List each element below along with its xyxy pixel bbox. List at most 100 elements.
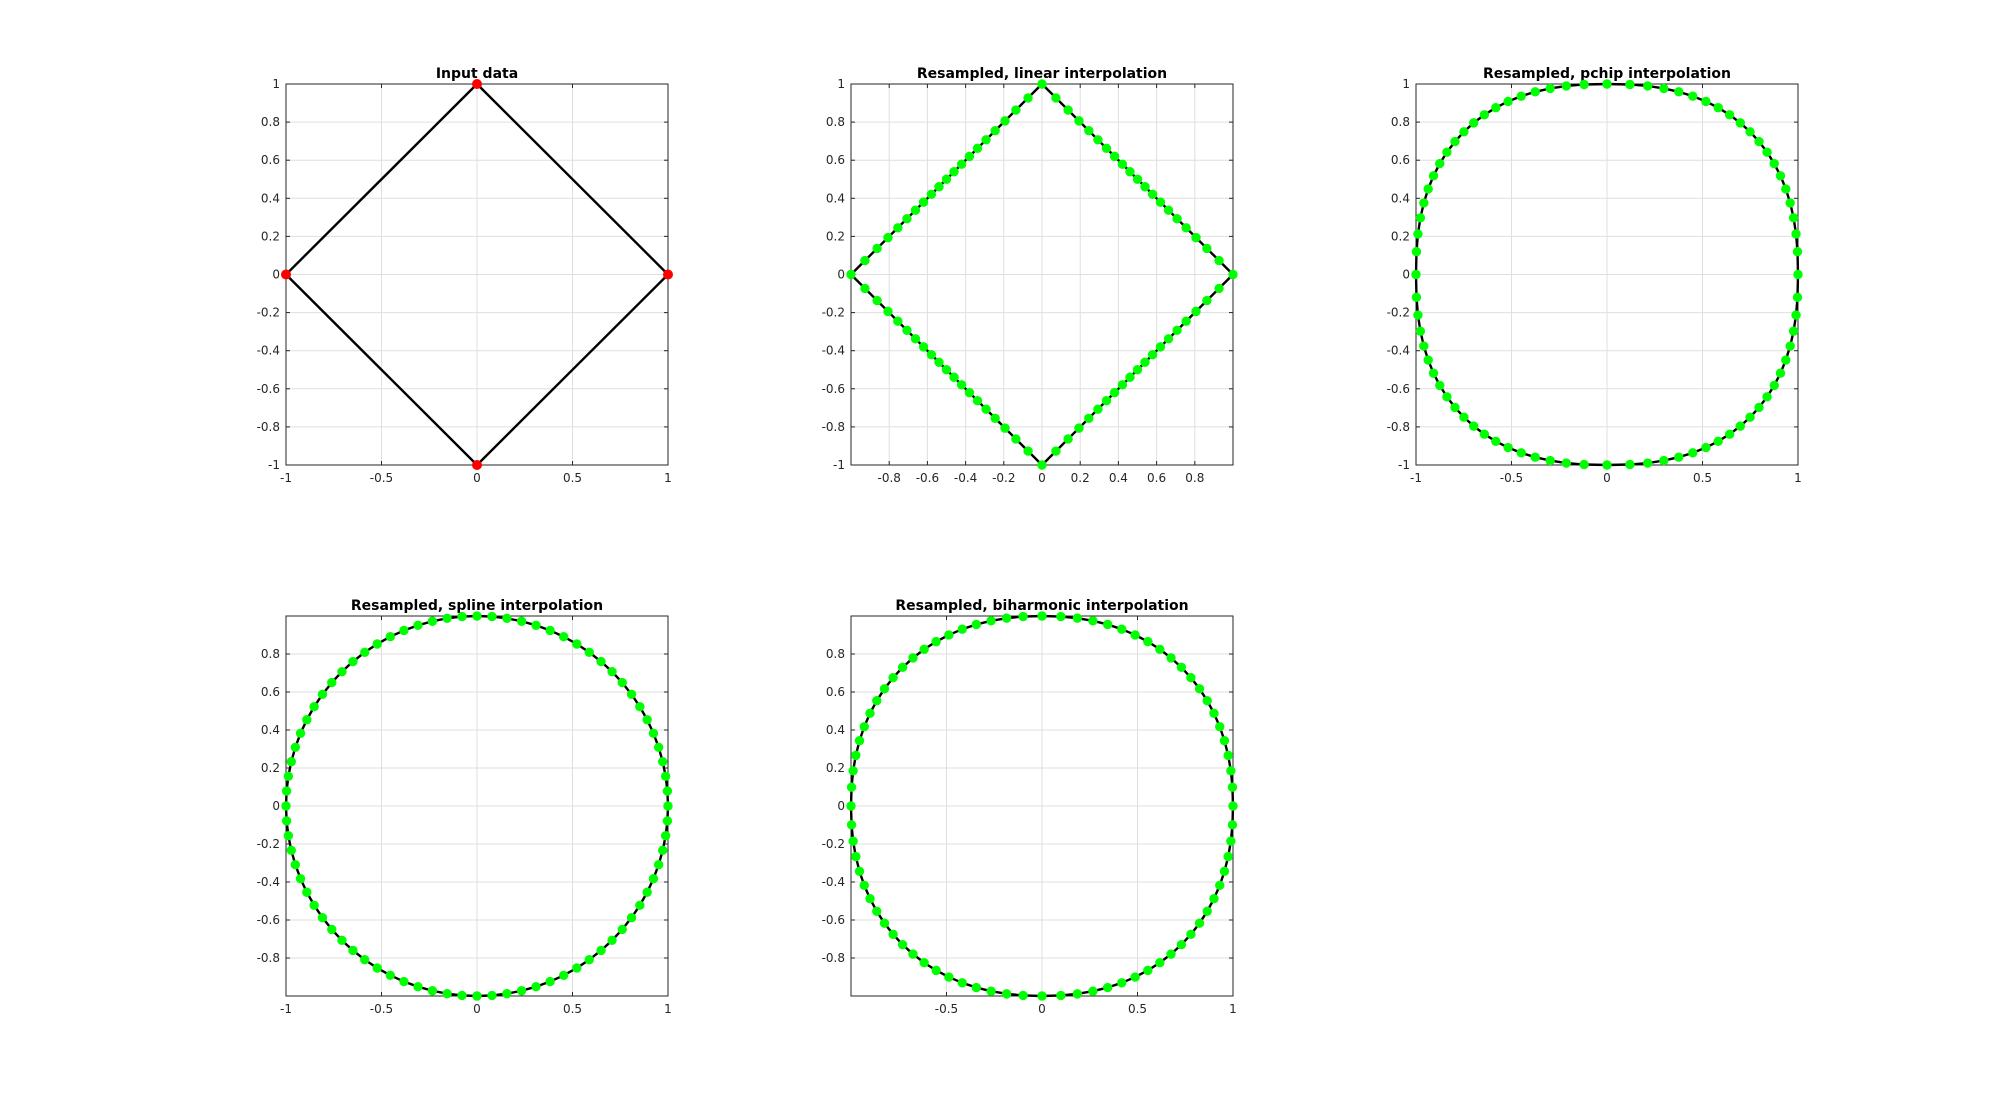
data-point: [1450, 136, 1460, 147]
data-point: [1735, 118, 1745, 128]
data-point: [883, 232, 893, 243]
data-point: [1172, 325, 1182, 335]
data-point: [1442, 392, 1452, 402]
data-point: [413, 620, 423, 630]
data-point: [1503, 442, 1513, 453]
data-point: [1228, 269, 1238, 280]
data-point: [1419, 341, 1429, 351]
y-tick-label: -0.8: [1387, 420, 1410, 434]
x-tick-label: -0.6: [916, 471, 939, 485]
data-point: [1688, 448, 1698, 458]
data-point: [1172, 214, 1182, 224]
data-point: [1769, 380, 1779, 391]
data-point: [1491, 436, 1501, 447]
data-point: [1051, 93, 1061, 103]
data-point: [642, 887, 652, 897]
data-point: [859, 880, 869, 891]
data-point: [1435, 158, 1445, 169]
data-point: [1155, 958, 1165, 968]
x-tick-label: 1: [1229, 1002, 1237, 1016]
data-point: [1745, 412, 1755, 422]
data-point: [1186, 672, 1196, 683]
data-point: [442, 613, 452, 624]
data-point: [584, 955, 594, 965]
y-tick-label: 0.2: [1391, 229, 1410, 243]
data-point: [658, 845, 668, 856]
data-point: [1143, 636, 1153, 647]
data-point: [1186, 929, 1196, 940]
data-point: [897, 662, 908, 673]
data-point: [918, 342, 929, 352]
data-point: [290, 742, 301, 752]
data-point: [648, 874, 659, 884]
data-point: [302, 887, 312, 897]
subplot-2: -0.8 -0.6 -0.4 -0.2 0 0.2 0.4 0.6 0.8 1 0.8 0.6 0.4 0…: [822, 66, 1238, 485]
data-point: [295, 874, 306, 884]
data-point: [1643, 458, 1653, 468]
data-point: [559, 970, 569, 980]
data-point: [457, 611, 467, 622]
data-point: [1545, 455, 1555, 466]
y-tick-label: 0.6: [261, 153, 280, 167]
data-point: [1724, 110, 1735, 120]
data-point: [1674, 87, 1684, 97]
data-point: [981, 135, 991, 145]
y-tick-label: 0.8: [1391, 115, 1410, 129]
data-point: [1659, 455, 1669, 466]
y-tick-label: 0.8: [826, 647, 845, 661]
data-point: [1132, 174, 1143, 184]
y-tick-label: -0.4: [822, 875, 845, 889]
y-tick-label: 1: [1402, 77, 1410, 91]
data-point: [653, 742, 664, 752]
data-point: [1037, 460, 1047, 470]
data-point: [1745, 127, 1755, 137]
data-point: [1202, 906, 1212, 917]
data-point: [663, 801, 673, 811]
data-point: [1117, 159, 1128, 169]
data-point: [1130, 972, 1140, 982]
data-point: [919, 644, 929, 654]
data-point: [1072, 613, 1083, 623]
data-point: [1215, 721, 1225, 732]
data-point: [1191, 306, 1201, 317]
data-point: [1226, 766, 1236, 776]
data-point: [626, 912, 637, 923]
y-tick-label: 0.8: [261, 115, 280, 129]
data-point: [1762, 147, 1772, 157]
data-point: [846, 801, 856, 811]
data-point: [1625, 79, 1635, 90]
data-point: [931, 965, 941, 976]
data-point: [1602, 79, 1612, 89]
data-point: [348, 656, 358, 667]
data-point: [1226, 836, 1236, 846]
data-point: [663, 269, 673, 280]
data-point: [372, 963, 382, 973]
data-point: [1176, 939, 1187, 950]
data-point: [1056, 611, 1066, 622]
data-point: [848, 766, 858, 776]
data-point: [1545, 83, 1555, 94]
data-point: [635, 702, 645, 712]
data-point: [1051, 446, 1061, 456]
data-point: [1023, 93, 1033, 103]
x-tick-label: -0.5: [370, 1002, 393, 1016]
x-tick-label: -1: [280, 1002, 292, 1016]
subplot-title: Resampled, spline interpolation: [351, 598, 603, 614]
data-point: [1713, 436, 1723, 447]
data-point: [1785, 198, 1795, 208]
data-point: [1561, 81, 1571, 91]
data-point: [1491, 102, 1501, 113]
data-point: [1215, 880, 1225, 891]
data-point: [545, 976, 555, 987]
data-point: [295, 728, 306, 738]
data-point: [1713, 102, 1723, 113]
x-tick-label: 1: [664, 471, 672, 485]
data-point: [1792, 292, 1803, 303]
data-point: [385, 970, 395, 980]
data-point: [283, 771, 294, 781]
subplot-5: -0.5 0 0.5 1 0.8 0.6 0.4 0.2 0 -0.2 -0.4 -0.6 -0.8 Re…: [822, 598, 1238, 1016]
data-point: [854, 866, 865, 877]
data-point: [1227, 820, 1238, 830]
data-point: [1191, 232, 1201, 243]
data-point: [1063, 434, 1073, 444]
